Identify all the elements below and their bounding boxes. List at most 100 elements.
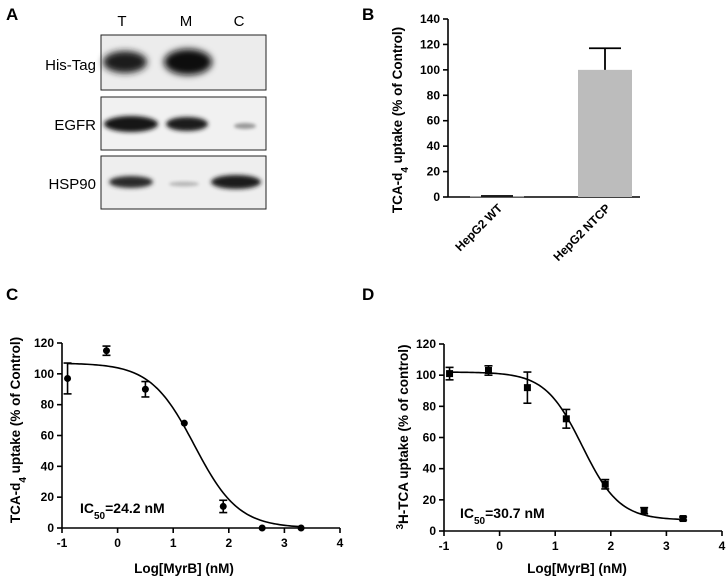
d-ic50-value: =30.7 nM xyxy=(485,505,545,521)
c-xtick-4: 4 xyxy=(337,536,344,550)
d-ylabel-main: H-TCA uptake (% of control) xyxy=(396,344,411,524)
b-category-hepg2-wt: HepG2 WT xyxy=(452,201,505,254)
curve-chart-d-marks xyxy=(445,365,688,523)
c-fit-curve xyxy=(67,362,302,528)
b-ytick-100: 100 xyxy=(420,63,440,77)
band-egfr-m xyxy=(166,117,208,131)
d-ic50-annotation: IC50=30.7 nM xyxy=(460,505,545,527)
c-point-5 xyxy=(258,524,266,532)
b-ylabel-main: TCA-d xyxy=(390,173,405,214)
c-ylabel-sub: 4 xyxy=(18,477,29,483)
blot-row-label-his-tag: His-Tag xyxy=(45,57,96,74)
d-point-0 xyxy=(446,370,454,378)
b-ytick-0: 0 xyxy=(433,190,440,204)
lane-label-t: T xyxy=(117,13,126,30)
d-point-3 xyxy=(562,415,570,423)
c-ytick-100: 100 xyxy=(34,367,54,381)
d-ic50-sub: 50 xyxy=(474,516,486,527)
d-xlabel: Log[MyrB] (nM) xyxy=(527,561,627,576)
c-point-1 xyxy=(102,347,110,355)
western-blot: T M C His-Tag EGFR HSP90 xyxy=(45,13,267,210)
lane-label-m: M xyxy=(180,13,193,30)
d-ytick-80: 80 xyxy=(423,399,437,413)
band-his-tag-m xyxy=(164,49,212,75)
bar-chart-b-bars xyxy=(470,47,632,198)
curve-chart-d-xticks: -1 0 1 2 3 4 xyxy=(439,539,726,553)
curve-chart-c-marks xyxy=(63,345,305,532)
b-ytick-60: 60 xyxy=(427,114,441,128)
lane-label-c: C xyxy=(234,13,245,30)
band-his-tag-t xyxy=(103,51,147,73)
c-point-0 xyxy=(64,374,72,382)
blot-row-label-egfr: EGFR xyxy=(54,117,96,134)
c-ytick-40: 40 xyxy=(41,459,55,473)
d-ytick-100: 100 xyxy=(416,368,436,382)
d-point-1 xyxy=(484,366,492,374)
c-xlabel: Log[MyrB] (nM) xyxy=(134,561,234,576)
d-point-4 xyxy=(601,480,609,488)
c-xtick-3: 3 xyxy=(281,536,288,550)
panel-label-d: D xyxy=(362,285,374,304)
c-ylabel-main: TCA-d xyxy=(8,483,23,524)
c-ylabel: TCA-d4 uptake (% of Control) xyxy=(8,337,29,523)
d-ytick-60: 60 xyxy=(423,431,437,445)
c-ytick-80: 80 xyxy=(41,398,55,412)
panel-label-b: B xyxy=(362,5,374,24)
c-point-3 xyxy=(180,419,188,427)
d-xtick-0: 0 xyxy=(496,539,503,553)
panel-label-a: A xyxy=(6,5,18,24)
d-xtick-4: 4 xyxy=(719,539,726,553)
c-ic50-annotation: IC50=24.2 nM xyxy=(80,500,165,522)
c-ytick-120: 120 xyxy=(34,336,54,350)
b-ylabel-sub: 4 xyxy=(400,167,411,173)
d-xtick-m1: -1 xyxy=(439,539,450,553)
b-ytick-80: 80 xyxy=(427,88,441,102)
d-ic50-prefix: IC xyxy=(460,505,474,521)
c-point-2 xyxy=(141,385,149,393)
d-ytick-120: 120 xyxy=(416,337,436,351)
c-xtick-0: 0 xyxy=(114,536,121,550)
curve-chart-d-axes xyxy=(439,343,723,536)
c-ic50-prefix: IC xyxy=(80,500,94,516)
c-ytick-0: 0 xyxy=(47,521,54,535)
bar-chart-b-yticks: 0 20 40 60 80 100 120 140 xyxy=(420,12,440,204)
d-ytick-20: 20 xyxy=(423,493,437,507)
c-point-4 xyxy=(219,502,227,510)
b-ylabel-tail: uptake (% of Control) xyxy=(390,27,405,167)
b-ytick-120: 120 xyxy=(420,37,440,51)
bar-chart-b: 0 20 40 60 80 100 120 140 HepG2 WT HepG2… xyxy=(390,12,640,264)
d-ylabel-sup: 3 xyxy=(395,524,406,530)
d-xtick-2: 2 xyxy=(607,539,614,553)
blot-row-label-hsp90: HSP90 xyxy=(48,176,96,193)
d-xtick-1: 1 xyxy=(552,539,559,553)
c-ytick-60: 60 xyxy=(41,429,55,443)
d-point-6 xyxy=(679,515,687,523)
c-ic50-sub: 50 xyxy=(94,511,106,522)
b-ytick-20: 20 xyxy=(427,165,441,179)
b-ylabel: TCA-d4 uptake (% of Control) xyxy=(390,27,411,213)
c-xtick-1: 1 xyxy=(170,536,177,550)
d-fit-curve xyxy=(449,371,684,521)
curve-chart-c-yticks: 0 20 40 60 80 100 120 xyxy=(34,336,54,535)
curve-chart-c-axes xyxy=(57,342,341,533)
d-point-2 xyxy=(523,384,531,392)
panel-label-c: C xyxy=(6,285,18,304)
b-category-hepg2-ntcp: HepG2 NTCP xyxy=(550,201,613,264)
curve-chart-c-xticks: -1 0 1 2 3 4 xyxy=(57,536,344,550)
c-point-6 xyxy=(297,524,305,532)
curve-chart-d: 0 20 40 60 80 100 120 -1 0 1 2 3 4 Log[M… xyxy=(395,337,726,576)
b-ytick-40: 40 xyxy=(427,139,441,153)
c-xtick-m1: -1 xyxy=(57,536,68,550)
c-xtick-2: 2 xyxy=(225,536,232,550)
curve-chart-d-yticks: 0 20 40 60 80 100 120 xyxy=(416,337,436,538)
band-hsp90-t xyxy=(109,176,153,188)
band-hsp90-c xyxy=(211,175,261,189)
d-point-5 xyxy=(640,507,648,515)
band-hsp90-m xyxy=(169,181,199,187)
d-ytick-0: 0 xyxy=(429,524,436,538)
c-ic50-value: =24.2 nM xyxy=(105,500,165,516)
band-egfr-t xyxy=(104,116,158,132)
c-ylabel-tail: uptake (% of Control) xyxy=(8,337,23,477)
bar-chart-b-xlabels: HepG2 WT HepG2 NTCP xyxy=(452,201,613,264)
